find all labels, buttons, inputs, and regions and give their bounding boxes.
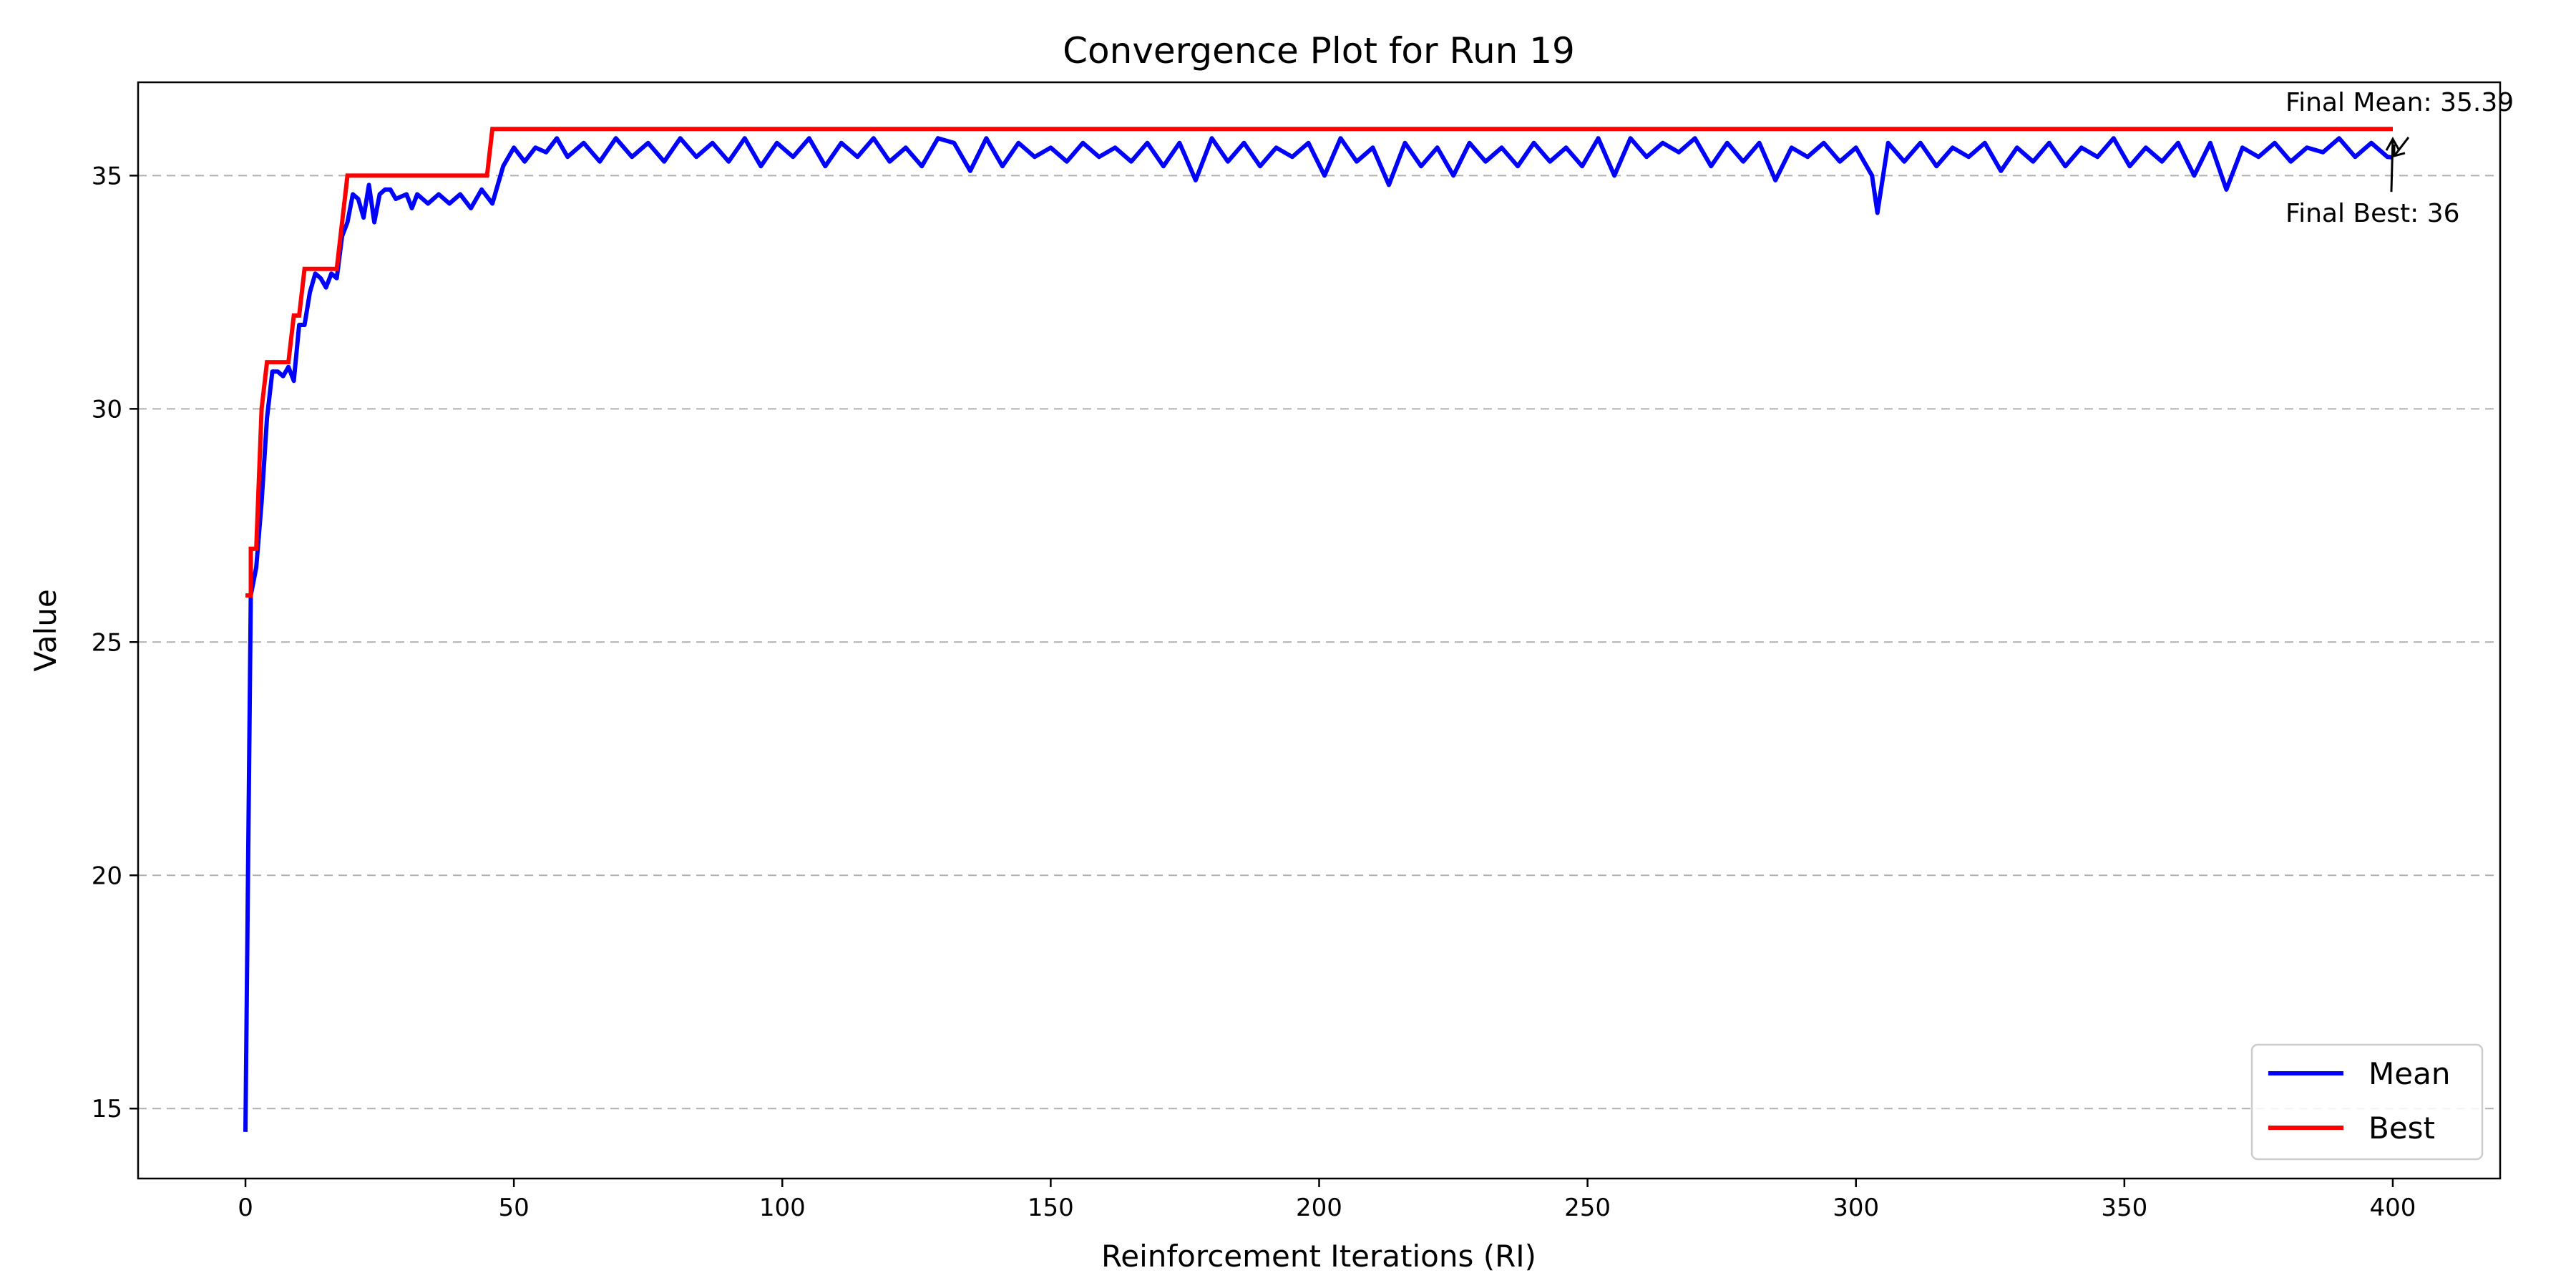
annotation-final-mean: Final Mean: 35.39 [2285,88,2514,117]
gridlines [138,175,2500,1110]
plot-series [243,127,2394,1132]
chart-title: Convergence Plot for Run 19 [1063,30,1575,72]
series-line-best [245,127,2393,598]
x-tick-label: 300 [1833,1194,1879,1222]
annotations: Final Mean: 35.39 Final Best: 36 [2285,88,2514,228]
annotation-arrow-best [2390,139,2394,192]
y-tick-label: 20 [92,862,122,890]
legend: Mean Best [2250,1043,2484,1161]
annotation-arrowhead-best [2385,137,2401,151]
x-tick-label: 400 [2370,1194,2416,1222]
x-tick-label: 200 [1296,1194,1342,1222]
x-tick-label: 0 [238,1194,253,1222]
annotation-arrow-mean [2393,137,2410,157]
legend-label-mean: Mean [2368,1056,2450,1091]
annotation-final-best: Final Best: 36 [2285,199,2460,228]
x-axis-ticks: 0 50 100 150 200 250 300 350 400 [238,1179,2416,1222]
y-tick-label: 35 [92,162,122,190]
y-axis-ticks: 15 20 25 30 35 [92,162,138,1123]
series-line-mean [243,136,2394,1132]
x-tick-label: 100 [759,1194,806,1222]
y-tick-label: 30 [92,395,122,424]
y-tick-label: 25 [92,628,122,657]
x-tick-label: 250 [1564,1194,1611,1222]
y-tick-label: 15 [92,1095,122,1123]
y-axis-title: Value [28,589,63,671]
x-tick-label: 50 [499,1194,530,1222]
x-tick-label: 150 [1028,1194,1074,1222]
legend-label-best: Best [2368,1111,2435,1146]
annotation-arrowhead-mean [2393,144,2406,157]
x-tick-label: 350 [2101,1194,2147,1222]
x-axis-title: Reinforcement Iterations (RI) [1101,1239,1536,1274]
